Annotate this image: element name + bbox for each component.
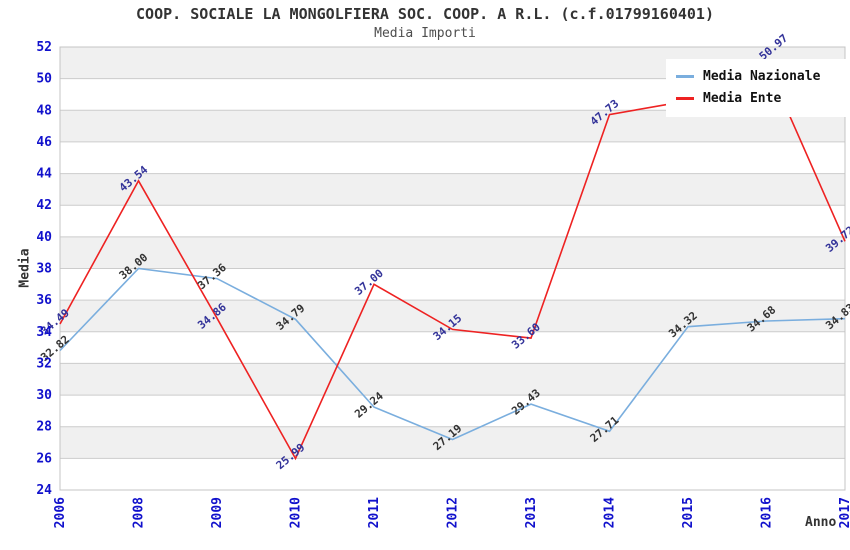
series-line-0 (59, 267, 846, 441)
y-axis-tick-label: 24 (36, 483, 52, 498)
y-axis-tick-label: 42 (36, 198, 52, 213)
x-axis-tick-label: 2006 (53, 497, 68, 528)
x-axis-tick-label: 2012 (446, 497, 461, 528)
x-axis-tick-label: 2015 (681, 497, 696, 528)
chart-title: COOP. SOCIALE LA MONGOLFIERA SOC. COOP. … (136, 5, 714, 23)
chart-subtitle: Media Importi (374, 26, 476, 41)
legend-swatch-media-nazionale (676, 74, 694, 78)
y-axis-tick-label: 52 (36, 40, 52, 55)
x-axis-tick-label: 2010 (289, 497, 304, 528)
y-axis-title: Media (17, 248, 33, 288)
legend-label-media-nazionale: Media Nazionale (703, 68, 821, 84)
legend-label-media-ente: Media Ente (703, 90, 782, 106)
x-axis-tick-label: 2009 (210, 497, 225, 528)
plot-border (59, 46, 846, 491)
plot-band (60, 236, 845, 269)
x-axis-tick-label: 2008 (132, 497, 147, 528)
y-axis-tick-label: 40 (36, 230, 52, 245)
x-axis-tick-label: 2014 (603, 497, 618, 528)
plot-band (60, 363, 845, 396)
x-axis-tick-label: 2016 (760, 497, 775, 528)
y-axis-tick-label: 36 (36, 293, 52, 308)
legend-swatch-media-ente (676, 96, 694, 100)
y-axis-tick-label: 44 (36, 167, 52, 182)
legend: Media Nazionale Media Ente (666, 59, 847, 117)
y-axis-tick-label: 38 (36, 262, 52, 277)
y-axis-tick-label: 48 (36, 103, 52, 118)
y-axis-tick-label: 28 (36, 420, 52, 435)
plot-band (60, 173, 845, 206)
y-axis-tick-label: 26 (36, 451, 52, 466)
y-axis-tick-label: 30 (36, 388, 52, 403)
data-point-label: 37.00 (352, 267, 386, 298)
y-axis-tick-label: 46 (36, 135, 52, 150)
x-axis-tick-label: 2017 (838, 497, 850, 528)
x-axis-tick-label: 2011 (367, 497, 382, 528)
y-axis-tick-label: 50 (36, 72, 52, 87)
legend-item-media-ente: Media Ente (676, 87, 847, 109)
x-axis-title: Anno (805, 515, 837, 530)
x-axis-tick-label: 2013 (524, 497, 539, 528)
y-axis-tick-label: 34 (36, 325, 52, 340)
legend-item-media-nazionale: Media Nazionale (676, 65, 847, 87)
plot-band (60, 300, 845, 332)
y-axis-tick-label: 32 (36, 356, 52, 371)
plot-band (60, 426, 845, 459)
